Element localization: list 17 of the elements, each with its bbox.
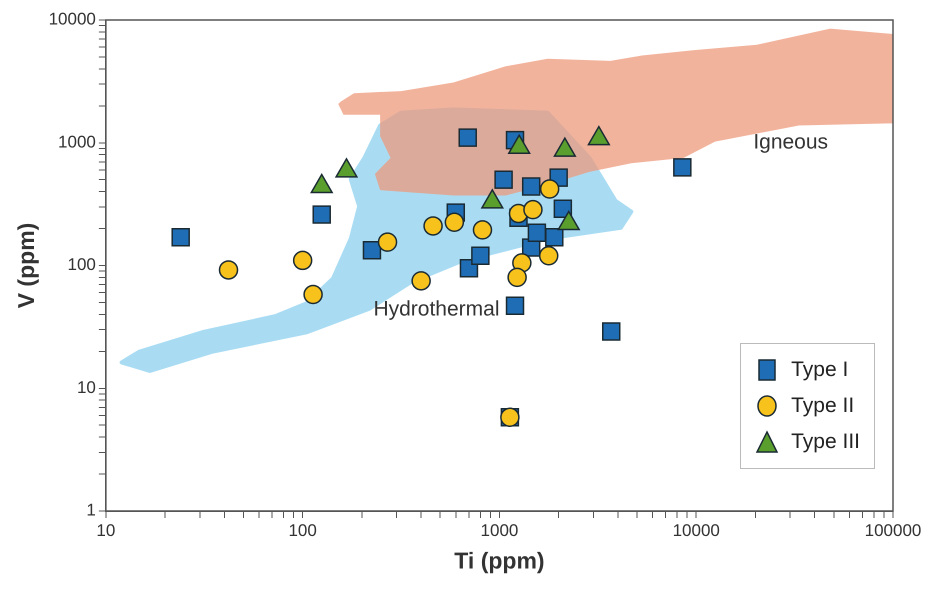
legend-label: Type I bbox=[791, 358, 848, 382]
y-tick-label: 10000 bbox=[48, 10, 96, 29]
x-axis-title: Ti (ppm) bbox=[454, 548, 545, 574]
y-tick-label: 10 bbox=[76, 378, 96, 397]
y-tick-label: 1 bbox=[86, 500, 96, 520]
annotation: Hydrothermal bbox=[373, 297, 500, 320]
x-tick-label: 100 bbox=[288, 520, 317, 540]
x-tick-label: 10 bbox=[96, 520, 116, 540]
y-tick-label: 100 bbox=[68, 255, 96, 274]
x-tick-label: 10000 bbox=[672, 520, 720, 540]
legend-label: Type II bbox=[791, 394, 854, 418]
y-tick-label: 1000 bbox=[58, 132, 96, 152]
annotation: Igneous bbox=[753, 130, 828, 154]
x-tick-label: 100000 bbox=[864, 520, 922, 540]
y-axis-title: V (ppm) bbox=[13, 222, 40, 308]
x-tick-label: 1000 bbox=[480, 520, 518, 540]
legend-label: Type III bbox=[791, 430, 860, 454]
